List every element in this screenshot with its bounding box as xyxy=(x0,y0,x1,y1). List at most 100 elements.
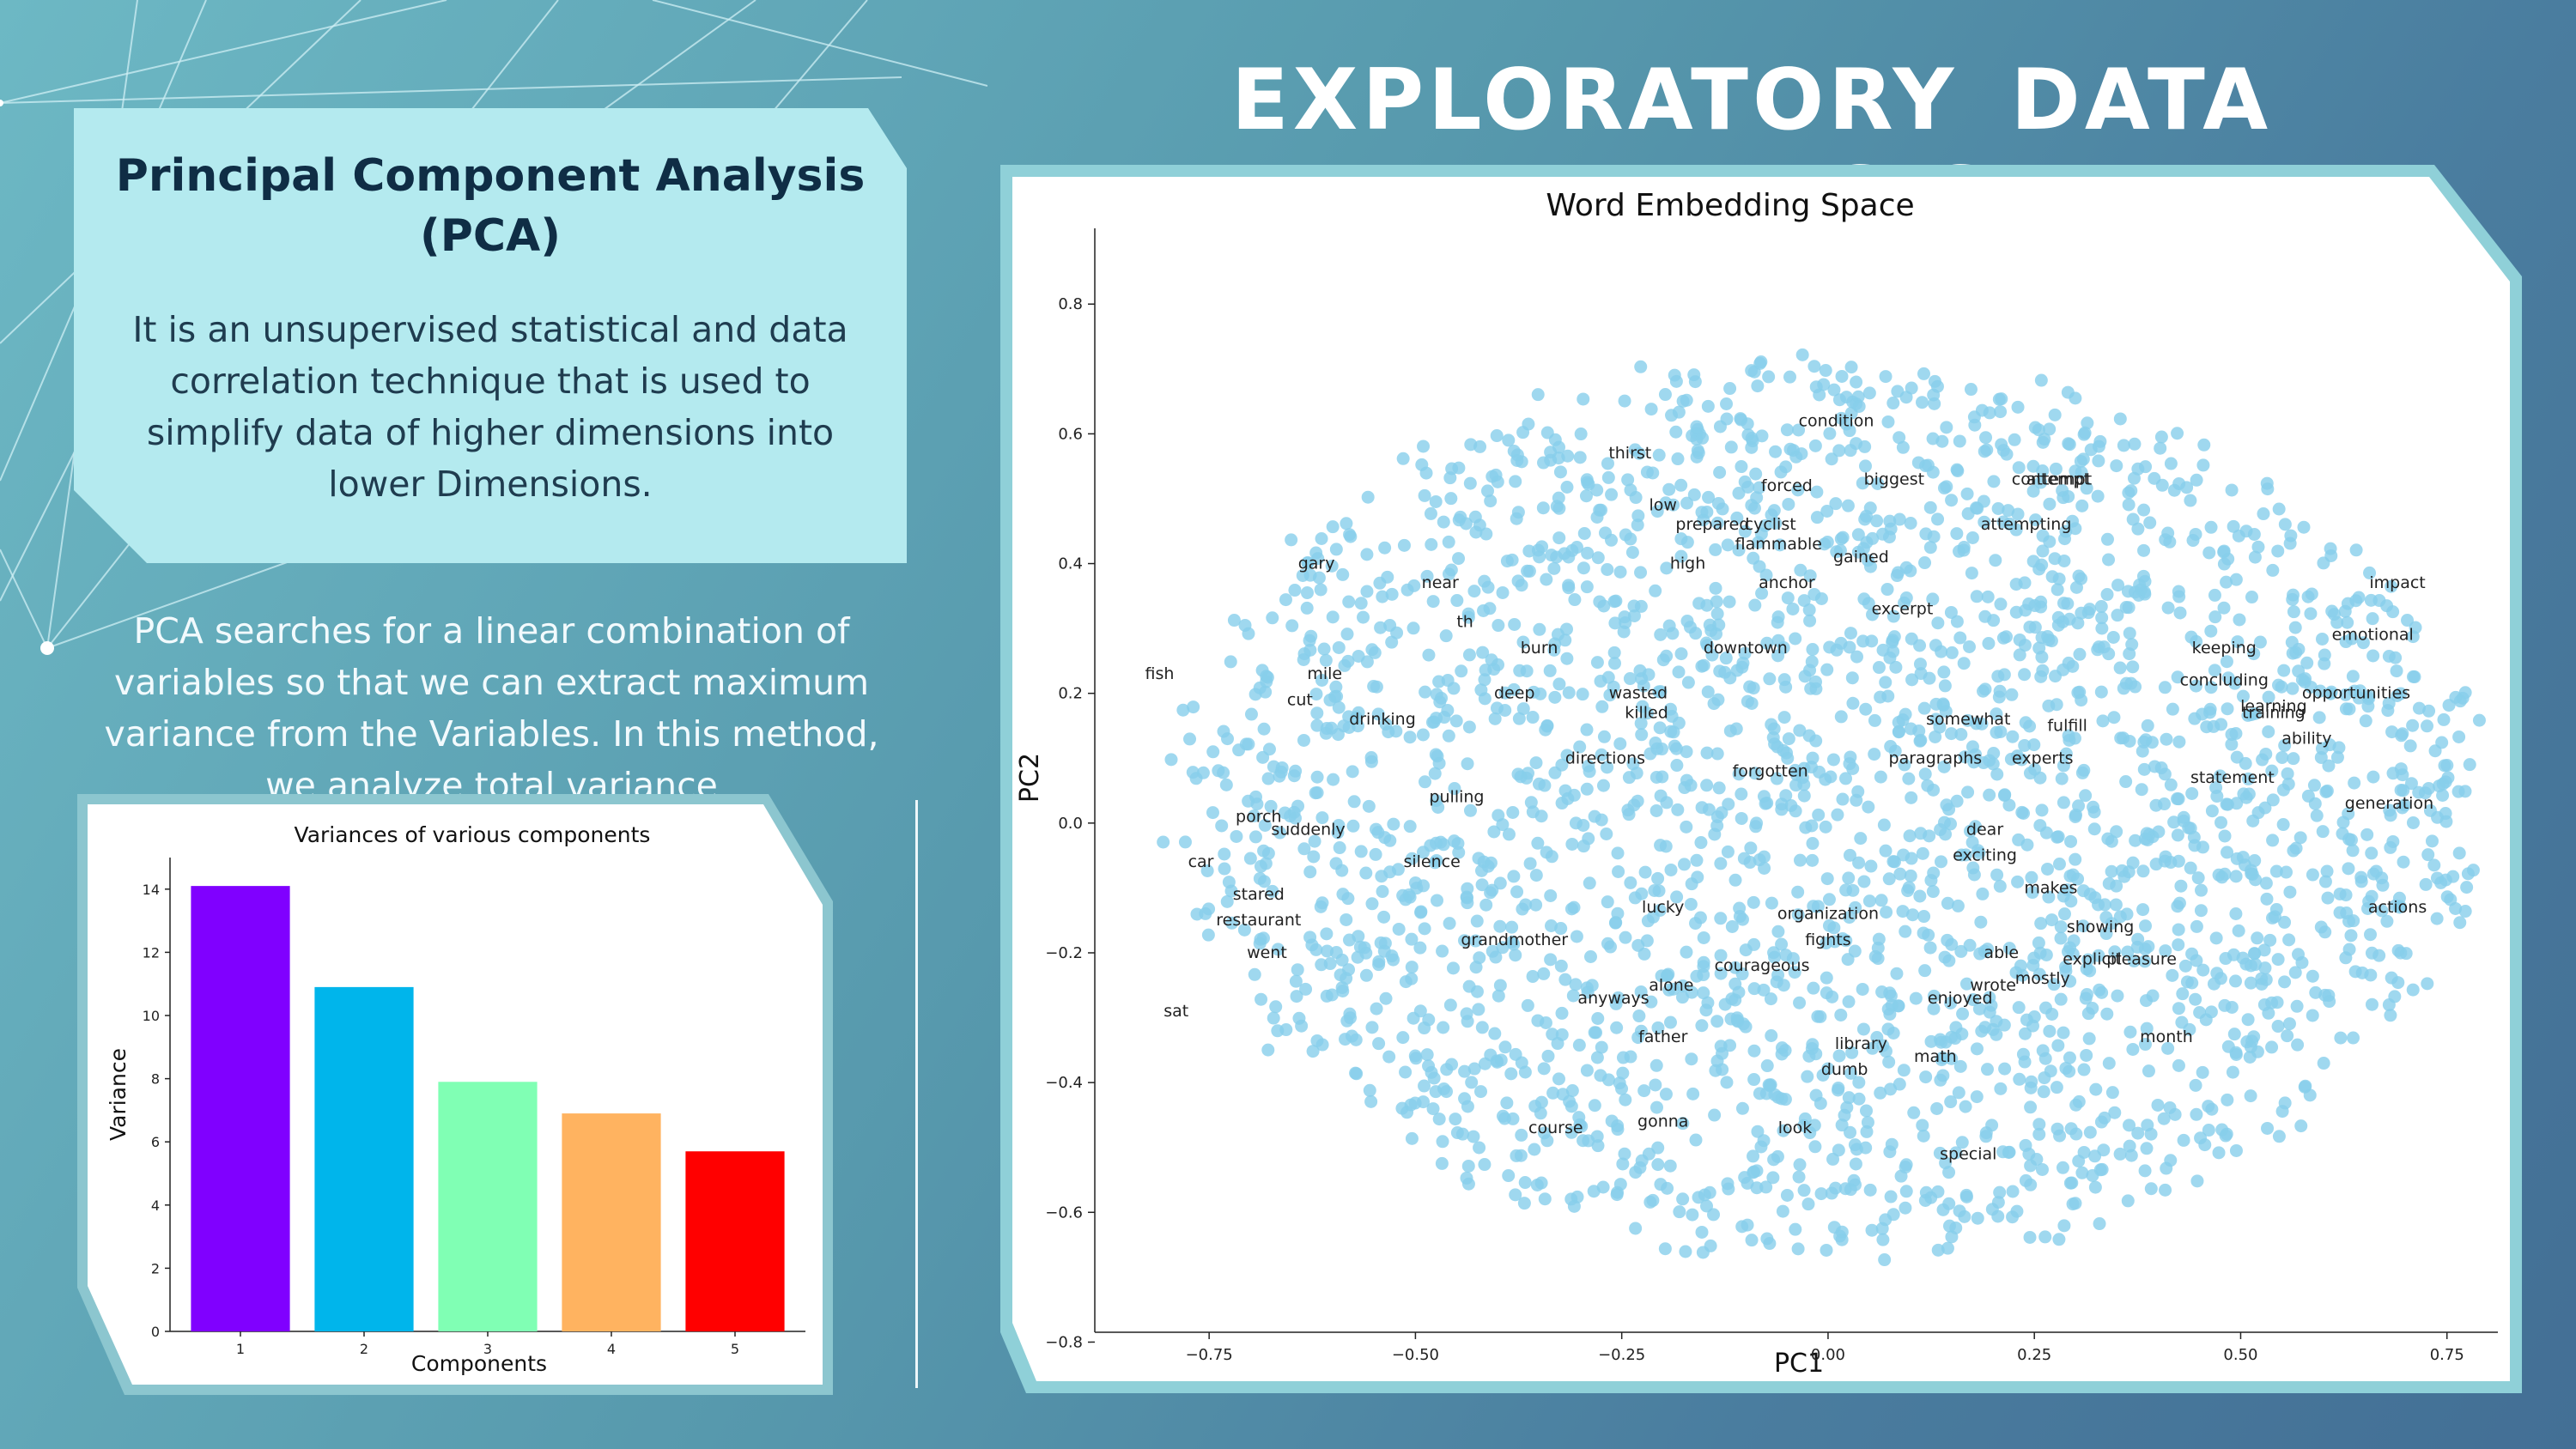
scatter-point xyxy=(2183,1022,2196,1036)
scatter-point xyxy=(1926,885,1940,899)
scatter-point xyxy=(2023,1230,2037,1244)
scatter-point xyxy=(2330,750,2344,764)
scatter-point xyxy=(1709,581,1722,595)
scatter-point xyxy=(2202,1124,2215,1137)
scatter-point xyxy=(1590,656,1604,670)
scatter-point xyxy=(2365,846,2379,860)
scatter-point xyxy=(1260,670,1273,683)
scatter-point xyxy=(2325,604,2339,618)
scatter-point xyxy=(1572,1039,1586,1052)
scatter-point xyxy=(1922,928,1935,942)
scatter-point xyxy=(1516,702,1530,716)
scatter-point xyxy=(1521,998,1534,1012)
scatter-point xyxy=(2366,770,2380,784)
scatter-point xyxy=(1477,603,1491,617)
scatter-point xyxy=(2157,1112,2171,1125)
scatter-point xyxy=(1608,616,1622,630)
scatter-point xyxy=(1820,971,1833,985)
scatter-point xyxy=(1669,425,1683,439)
scatter-point xyxy=(2064,834,2078,848)
scatter-point xyxy=(1351,950,1364,964)
scatter-point xyxy=(1681,676,1695,689)
scatter-point xyxy=(2177,1133,2190,1147)
scatter-point xyxy=(2366,612,2379,626)
scatter-point xyxy=(2243,1050,2257,1064)
word-label-drinking: drinking xyxy=(1349,710,1416,729)
scatter-point xyxy=(2050,698,2063,712)
scatter-point xyxy=(1610,1021,1624,1034)
scatter-point xyxy=(1548,690,1562,704)
scatter-point xyxy=(1224,884,1238,898)
scatter-point xyxy=(1970,1042,1984,1056)
scatter-point-cloud xyxy=(1157,348,2486,1267)
scatter-y-tick-label: 0.0 xyxy=(1058,815,1083,833)
scatter-point xyxy=(1700,746,1714,760)
scatter-point xyxy=(2080,962,2093,976)
scatter-point xyxy=(2018,639,2032,652)
scatter-point xyxy=(1832,393,1846,407)
scatter-point xyxy=(1830,643,1844,657)
bar-x-tick-label: 2 xyxy=(360,1341,368,1357)
scatter-point xyxy=(1515,1128,1528,1142)
scatter-point xyxy=(2171,792,2184,806)
scatter-point xyxy=(2139,919,2153,933)
scatter-point xyxy=(2392,891,2406,905)
scatter-point xyxy=(1273,826,1287,840)
scatter-point xyxy=(1580,782,1594,796)
scatter-point xyxy=(1851,528,1865,542)
scatter-point xyxy=(1176,703,1190,717)
scatter-point xyxy=(1414,906,1428,919)
scatter-point xyxy=(1967,755,1981,769)
scatter-point xyxy=(1649,1100,1663,1114)
scatter-point xyxy=(1791,908,1805,922)
word-label-emotional: emotional xyxy=(2332,626,2414,645)
scatter-point xyxy=(2174,879,2188,893)
scatter-point xyxy=(1444,563,1458,577)
scatter-point xyxy=(2266,563,2280,577)
scatter-point xyxy=(1534,1106,1547,1120)
scatter-point xyxy=(2269,903,2283,917)
scatter-point xyxy=(1608,916,1622,930)
scatter-point xyxy=(1654,1178,1668,1191)
scatter-point xyxy=(2012,461,2026,475)
scatter-point xyxy=(2018,1055,2032,1069)
scatter-point xyxy=(1705,648,1719,662)
scatter-point xyxy=(2262,1006,2275,1020)
scatter-point xyxy=(2318,648,2331,662)
scatter-point xyxy=(1916,1119,1929,1132)
scatter-point xyxy=(2196,458,2210,472)
scatter-point xyxy=(1225,916,1239,930)
scatter-point xyxy=(1710,607,1724,621)
scatter-point xyxy=(1387,817,1400,831)
scatter-point xyxy=(1788,966,1801,979)
scatter-point xyxy=(1418,1079,1431,1093)
scatter-point xyxy=(2288,966,2302,979)
pca-definition-card: Principal Component Analysis (PCA) It is… xyxy=(74,108,907,563)
scatter-point xyxy=(1904,564,1917,578)
scatter-point xyxy=(1292,1011,1306,1025)
scatter-point xyxy=(1695,1019,1709,1033)
scatter-point xyxy=(1979,1126,1993,1140)
word-label-look: look xyxy=(1778,1119,1813,1137)
scatter-point xyxy=(1993,879,2007,893)
scatter-point xyxy=(1577,561,1590,575)
scatter-point xyxy=(1936,698,1950,712)
scatter-point xyxy=(1257,844,1271,858)
scatter-point xyxy=(1582,477,1595,491)
scatter-point xyxy=(1931,1185,1945,1198)
scatter-point xyxy=(2149,858,2163,871)
scatter-point xyxy=(1590,1130,1604,1143)
scatter-point xyxy=(1662,482,1676,496)
scatter-point xyxy=(1271,1024,1285,1038)
scatter-point xyxy=(1582,759,1595,773)
scatter-point xyxy=(2024,1100,2038,1114)
scatter-point xyxy=(1954,728,1968,742)
scatter-point xyxy=(2286,592,2300,606)
scatter-point xyxy=(2151,1098,2165,1112)
scatter-point xyxy=(2035,650,2049,664)
scatter-point xyxy=(2027,738,2041,752)
scatter-point xyxy=(1619,528,1632,542)
scatter-point xyxy=(1452,552,1466,566)
scatter-point xyxy=(1340,627,1354,641)
scatter-point xyxy=(1523,857,1537,870)
